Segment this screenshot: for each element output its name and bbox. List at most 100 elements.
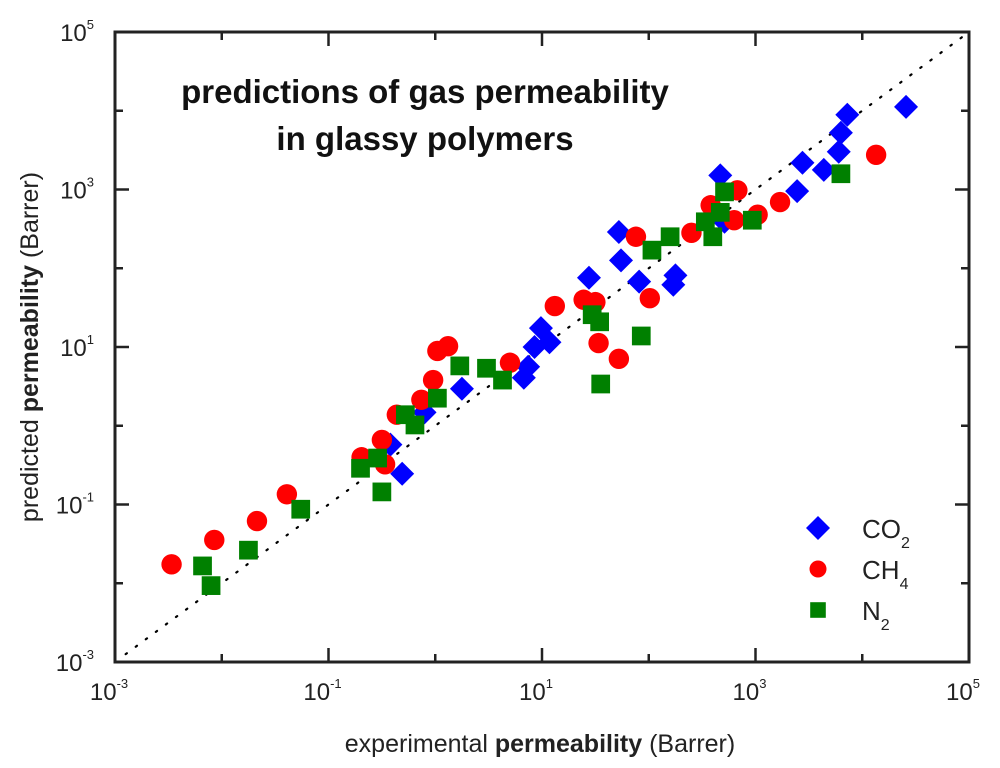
x-tick-label-exponent: -3	[117, 676, 129, 691]
legend-marker-n2	[810, 602, 826, 618]
legend-marker-co2	[806, 516, 830, 540]
legend-item-n2: N2	[810, 596, 890, 634]
x-tick-label: 10-3	[90, 676, 128, 706]
y-tick-label-base: 10	[56, 650, 83, 677]
n2-point	[591, 374, 611, 394]
y-tick-label-base: 10	[60, 178, 87, 205]
x-axis-title-prefix: experimental	[345, 730, 495, 758]
x-axis-title-bold: permeability	[495, 730, 642, 758]
x-tick-label-exponent: 1	[546, 676, 553, 691]
n2-point	[477, 358, 496, 378]
n2-point	[239, 540, 258, 560]
n2-point	[368, 448, 387, 468]
n2-point	[450, 356, 470, 376]
n2-point	[351, 458, 370, 478]
chart-title-line-1: predictions of gas permeability	[181, 73, 669, 110]
series-n2	[193, 164, 851, 595]
n2-point	[291, 499, 311, 519]
n2-point	[695, 212, 715, 232]
n2-point	[193, 556, 212, 576]
y-tick-label-base: 10	[56, 493, 83, 520]
co2-point	[663, 263, 688, 288]
x-tick-label-base: 10	[946, 679, 973, 706]
x-tick-label-base: 10	[303, 679, 330, 706]
co2-point	[811, 157, 836, 182]
legend-marker-ch4	[809, 560, 827, 578]
x-axis-title-suffix: (Barrer)	[642, 730, 735, 758]
ch4-point	[276, 484, 298, 505]
co2-point	[511, 365, 536, 390]
legend-label-main: CO	[862, 514, 901, 544]
legend-label-main: CH	[862, 555, 900, 585]
y-tick-label-base: 10	[60, 335, 87, 362]
legend-label-main: N	[862, 596, 881, 626]
co2-point	[894, 94, 919, 119]
y-tick-label-exponent: 1	[87, 332, 94, 347]
co2-point	[449, 376, 474, 401]
legend-item-ch4: CH4	[809, 555, 909, 593]
n2-point	[396, 405, 415, 425]
ch4-point	[544, 295, 566, 317]
co2-point	[826, 139, 851, 164]
legend-label-co2: CO2	[862, 514, 910, 552]
ch4-point	[246, 510, 268, 532]
legend-item-co2: CO2	[806, 514, 910, 552]
n2-point	[590, 312, 610, 332]
x-tick-label-base: 10	[90, 679, 117, 706]
x-tick-label: 10-1	[303, 676, 341, 706]
y-axis-title-suffix: (Barrer)	[16, 172, 44, 265]
y-tick-label-exponent: -1	[82, 490, 94, 505]
x-tick-label: 103	[733, 676, 767, 706]
ch4-point	[608, 348, 630, 370]
n2-point	[831, 164, 851, 184]
ch4-point	[411, 389, 432, 410]
y-tick-label: 103	[60, 175, 94, 205]
ch4-point	[422, 369, 444, 391]
y-tick-label: 101	[60, 332, 94, 362]
y-tick-label: 10-3	[56, 647, 94, 677]
co2-point	[606, 220, 631, 245]
co2-point	[627, 269, 652, 294]
n2-point	[715, 182, 734, 202]
ch4-point	[427, 340, 448, 362]
ch4-point	[769, 191, 791, 213]
x-tick-label: 105	[946, 676, 980, 706]
n2-point	[428, 388, 447, 408]
ch4-point	[499, 352, 521, 373]
n2-point	[710, 202, 730, 222]
y-axis-title-bold: permeability	[16, 265, 44, 412]
data-points-layer	[161, 94, 919, 595]
x-tick-label: 101	[519, 676, 553, 706]
x-tick-label-base: 10	[733, 679, 760, 706]
n2-point	[742, 210, 762, 230]
x-axis-title: experimental permeability (Barrer)	[345, 730, 735, 758]
y-tick-label-exponent: 3	[87, 175, 94, 190]
co2-point	[522, 335, 547, 359]
n2-point	[631, 326, 651, 346]
x-tick-label-exponent: 3	[759, 676, 766, 691]
x-tick-label-exponent: -1	[330, 676, 342, 691]
n2-point	[703, 227, 723, 247]
co2-point	[390, 461, 415, 486]
chart-title-line-2: in glassy polymers	[276, 120, 573, 157]
ch4-point	[588, 332, 609, 354]
y-tick-label: 105	[60, 17, 94, 47]
legend-label-subscript: 4	[900, 576, 909, 593]
legend-label-n2: N2	[862, 596, 890, 634]
co2-point	[608, 248, 633, 273]
co2-point	[708, 163, 733, 188]
n2-point	[642, 240, 662, 260]
co2-point	[828, 120, 853, 145]
y-tick-label-exponent: 5	[87, 17, 94, 32]
legend-label-subscript: 2	[881, 617, 890, 634]
x-tick-label-exponent: 5	[973, 676, 980, 691]
ch4-point	[161, 554, 182, 575]
ch4-point	[865, 144, 887, 166]
co2-point	[835, 102, 860, 127]
n2-point	[201, 576, 221, 595]
ch4-point	[625, 226, 647, 247]
y-tick-label-base: 10	[60, 20, 87, 47]
co2-point	[785, 179, 810, 204]
co2-point	[790, 150, 815, 175]
